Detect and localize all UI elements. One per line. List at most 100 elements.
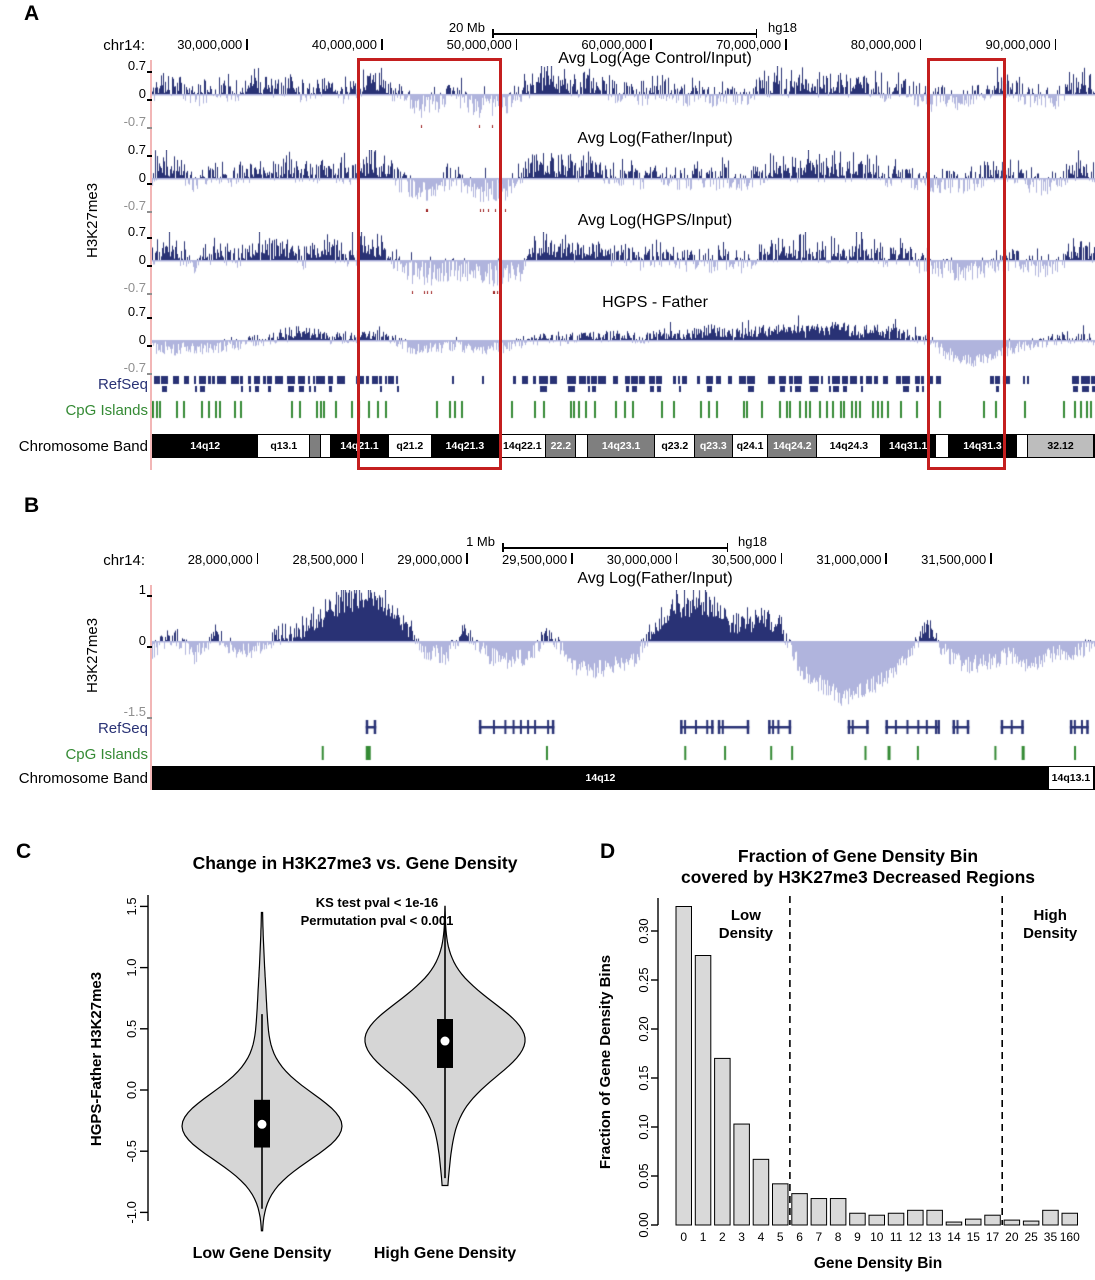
bar (675, 906, 692, 1226)
track-scale-label: -0.7 (123, 280, 146, 295)
track-scale-tick (147, 71, 152, 73)
violin-annotation: Permutation pval < 0.001 (301, 913, 454, 928)
coordinate-label: 28,500,000 (292, 552, 358, 567)
track-scale-tick (147, 317, 152, 319)
bar-y-tick-label: 0.20 (636, 1016, 651, 1041)
bar-x-tick-label: 7 (816, 1230, 823, 1244)
bar-y-tick-label: 0.15 (636, 1065, 651, 1090)
coordinate-tick (990, 553, 992, 564)
bar-x-tick-label: 4 (758, 1230, 765, 1244)
cpg-track-canvas (152, 744, 1095, 762)
coordinate-label: 31,000,000 (816, 552, 882, 567)
coordinate-tick (246, 39, 248, 50)
scale-length-label-a: 20 Mb (448, 20, 485, 35)
bar-x-tick-label: 17 (986, 1230, 1000, 1244)
violin-y-tick-label: -1.0 (124, 1201, 139, 1223)
chromosome-band-label: 14q12 (585, 772, 616, 784)
violin-group-label: High Gene Density (374, 1245, 516, 1262)
bar-x-axis-label: Gene Density Bin (814, 1255, 942, 1272)
bar (887, 1212, 905, 1226)
panel-c-label: C (16, 840, 32, 863)
chromosome-band (321, 435, 331, 457)
coordinate-tick (785, 39, 787, 50)
track-scale-tick (147, 293, 152, 295)
bar-x-tick-label: 20 (1005, 1230, 1019, 1244)
track-title: Avg Log(Age Control/Input) (558, 50, 752, 67)
bar-x-tick-label: 15 (967, 1230, 981, 1244)
scale-bar-end-tick (726, 543, 728, 552)
bar (694, 955, 712, 1226)
chromosome-band: 32.12 (1028, 435, 1094, 457)
genome-build-label-b: hg18 (738, 534, 767, 549)
scale-bar-end-tick (755, 29, 757, 38)
bar-x-tick-label: 1 (700, 1230, 707, 1244)
cpg-track-canvas (152, 400, 1095, 420)
chromosome-band: q13.1 (258, 435, 311, 457)
chromosome-band-label: 14q24.2 (773, 440, 812, 452)
chromosome-band (935, 435, 950, 457)
coordinate-label: 29,500,000 (502, 552, 568, 567)
track-scale-label: 0.7 (127, 142, 146, 157)
track-scale-label: 0 (138, 332, 146, 347)
track-scale-tick (147, 646, 152, 648)
track-scale-tick (147, 99, 152, 101)
track-left-edge-line-b (150, 585, 152, 790)
track-scale-label: -0.7 (123, 114, 146, 129)
band-label-a: Chromosome Band (18, 438, 148, 455)
cpg-label-b: CpG Islands (65, 746, 148, 763)
bar-x-tick-label: 12 (909, 1230, 923, 1244)
signal-track-canvas (152, 232, 1095, 294)
coordinate-label: 30,000,000 (606, 552, 672, 567)
chromosome-band: q21.2 (389, 435, 432, 457)
coordinate-tick (361, 553, 364, 564)
signal-track-canvas (152, 312, 1095, 374)
chromosome-band: 14q21.1 (330, 435, 390, 457)
cpg-label-a: CpG Islands (65, 402, 148, 419)
chromosome-band-label: q23.2 (661, 440, 689, 452)
track-scale-tick (147, 155, 152, 157)
chromosome-band-label: 22.2 (550, 440, 572, 452)
bar (1061, 1212, 1078, 1226)
violin-group-label: Low Gene Density (193, 1245, 332, 1262)
bar-x-tick-label: 6 (796, 1230, 803, 1244)
chromosome-band-label: q23.3 (699, 440, 727, 452)
y-axis-label-b: H3K27me3 (84, 617, 101, 693)
violin-title: Change in H3K27me3 vs. Gene Density (193, 853, 518, 873)
coordinate-tick (919, 39, 922, 50)
chromosome-band-label: q21.2 (396, 440, 424, 452)
density-divider-label: Density (1023, 925, 1078, 942)
coordinate-label: 80,000,000 (850, 37, 916, 52)
bar-x-tick-label: 9 (854, 1230, 861, 1244)
chromosome-band-label: 14q13.1 (1051, 772, 1091, 784)
bar (926, 1209, 943, 1226)
chromosome-band: 14q23.1 (587, 435, 656, 457)
coordinate-tick (675, 553, 678, 564)
track-scale-tick (147, 237, 152, 239)
chromosome-band-track: 14q12 q13.1 14q21.1 q21.2 14q21.3 14q22.1 22.2… (152, 434, 1095, 458)
track-scale-label: 0 (138, 170, 146, 185)
violin-y-tick-label: 1.0 (124, 959, 139, 977)
track-scale-label: -0.7 (123, 198, 146, 213)
track-title: Avg Log(Father/Input) (577, 130, 733, 147)
track-scale-label: 0.7 (127, 304, 146, 319)
track-scale-tick (147, 211, 152, 213)
bar (829, 1198, 847, 1226)
chromosome-band: 14q31.3 (949, 435, 1017, 457)
coordinate-tick (1054, 39, 1057, 50)
scale-bar-line-b (502, 547, 728, 549)
violin-y-tick-label: 1.5 (124, 897, 139, 915)
chromosome-band-label: 14q21.3 (445, 440, 485, 452)
track-title: Avg Log(Father/Input) (577, 570, 733, 587)
chromosome-band: 14q22.1 (499, 435, 547, 457)
genome-build-label-a: hg18 (768, 20, 797, 35)
track-scale-label: -1.5 (123, 704, 146, 719)
bar-x-tick-label: 35 (1044, 1230, 1058, 1244)
coordinate-label: 29,000,000 (397, 552, 463, 567)
chromosome-band: 14q13.1 (1048, 767, 1094, 789)
coordinate-label: 30,000,000 (177, 37, 243, 52)
chromosome-band: 14q12 (153, 435, 259, 457)
bar-x-tick-label: 0 (680, 1230, 687, 1244)
chromosome-band-label: 14q21.1 (340, 440, 379, 452)
coordinate-label: 31,500,000 (921, 552, 987, 567)
